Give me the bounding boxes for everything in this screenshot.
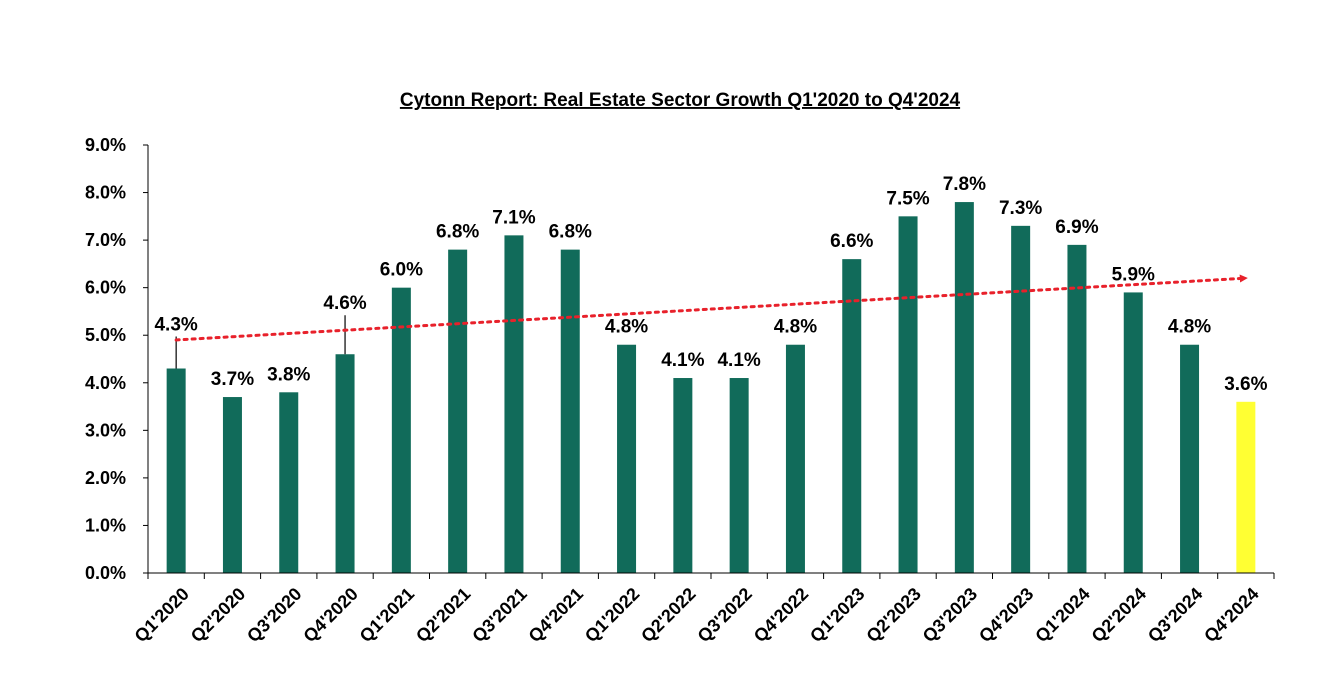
x-tick-label: Q4'2024	[1200, 584, 1262, 646]
data-label: 6.9%	[1055, 217, 1098, 238]
bar	[1236, 402, 1255, 573]
bar	[1011, 226, 1030, 573]
x-tick-label: Q4'2020	[299, 584, 361, 646]
bar	[786, 345, 805, 573]
x-tick-label: Q2'2020	[187, 584, 249, 646]
x-tick-label: Q2'2024	[1088, 584, 1150, 646]
data-labels: 4.3% 3.7% 3.8% 4.6% 6.0% 6.8% 7.1% 6.8% 4.8% 4.1%…	[154, 174, 1267, 395]
data-label: 7.3%	[999, 198, 1042, 219]
x-tick-label: Q2'2022	[637, 584, 699, 646]
x-tick-label: Q3'2021	[468, 584, 530, 646]
bar	[167, 369, 186, 573]
y-tick-label: 0.0%	[85, 563, 126, 583]
x-tick-label: Q4'2021	[525, 584, 587, 646]
chart-title: Cytonn Report: Real Estate Sector Growth…	[400, 90, 961, 111]
bar	[673, 378, 692, 573]
data-label: 3.6%	[1224, 374, 1267, 395]
x-tick-label: Q1'2022	[581, 584, 643, 646]
bar	[617, 345, 636, 573]
data-label: 4.6%	[323, 293, 366, 314]
data-label: 4.8%	[1168, 317, 1211, 338]
x-tick-label: Q4'2023	[975, 584, 1037, 646]
bar-chart: Cytonn Report: Real Estate Sector Growth…	[0, 0, 1338, 684]
bar	[504, 235, 523, 573]
data-label: 4.1%	[661, 350, 704, 371]
bar	[1124, 292, 1143, 573]
x-tick-label: Q3'2022	[694, 584, 756, 646]
data-label: 6.8%	[436, 222, 479, 243]
data-label: 7.5%	[886, 188, 929, 209]
x-tick-label: Q2'2021	[412, 584, 474, 646]
y-tick-label: 3.0%	[85, 420, 126, 440]
data-label: 6.0%	[380, 260, 423, 281]
data-label: 3.7%	[211, 369, 254, 390]
bar	[1180, 345, 1199, 573]
data-label: 3.8%	[267, 364, 310, 385]
bar	[1067, 245, 1086, 573]
x-tick-label: Q3'2024	[1144, 584, 1206, 646]
data-label: 4.3%	[154, 315, 197, 336]
bar	[448, 250, 467, 573]
bar	[336, 354, 355, 573]
y-tick-label: 4.0%	[85, 373, 126, 393]
bar	[561, 250, 580, 573]
x-tick-label: Q3'2020	[243, 584, 305, 646]
x-tick-label: Q1'2024	[1031, 584, 1093, 646]
y-axis: 0.0% 1.0% 2.0% 3.0% 4.0% 5.0% 6.0% 7.0% 8.0% 9.0%	[85, 135, 148, 583]
data-label: 7.1%	[492, 207, 535, 228]
bars	[167, 202, 1256, 573]
data-label: 7.8%	[943, 174, 986, 195]
data-label: 4.1%	[717, 350, 760, 371]
data-label: 5.9%	[1112, 264, 1155, 285]
x-tick-label: Q2'2023	[862, 584, 924, 646]
bar	[899, 216, 918, 573]
data-label: 4.8%	[774, 317, 817, 338]
bar	[730, 378, 749, 573]
y-tick-label: 2.0%	[85, 468, 126, 488]
bar	[392, 288, 411, 573]
y-tick-label: 8.0%	[85, 183, 126, 203]
y-tick-label: 7.0%	[85, 230, 126, 250]
x-tick-label: Q3'2023	[919, 584, 981, 646]
y-tick-label: 1.0%	[85, 515, 126, 535]
y-tick-label: 5.0%	[85, 325, 126, 345]
bar	[955, 202, 974, 573]
x-axis: Q1'2020Q2'2020Q3'2020Q4'2020Q1'2021Q2'20…	[131, 573, 1274, 646]
x-tick-label: Q4'2022	[750, 584, 812, 646]
bar	[223, 397, 242, 573]
y-tick-label: 9.0%	[85, 135, 126, 155]
x-tick-label: Q1'2023	[806, 584, 868, 646]
x-tick-label: Q1'2021	[356, 584, 418, 646]
bar	[842, 259, 861, 573]
bar	[279, 392, 298, 573]
data-label: 6.8%	[549, 222, 592, 243]
data-label: 4.8%	[605, 317, 648, 338]
x-tick-label: Q1'2020	[131, 584, 193, 646]
data-label: 6.6%	[830, 231, 873, 252]
y-tick-label: 6.0%	[85, 278, 126, 298]
